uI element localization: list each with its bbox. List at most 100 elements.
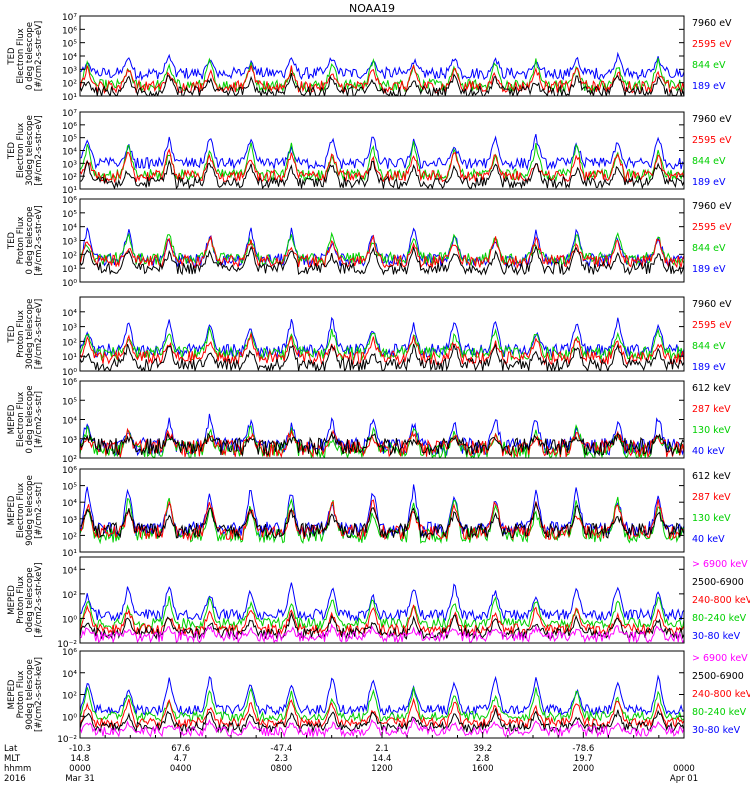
y-tick-label: 10⁶ bbox=[62, 466, 77, 476]
x-tick-label-mlt: 19.7 bbox=[574, 754, 593, 764]
legend-entry: 30-80 keV bbox=[692, 725, 741, 736]
y-axis-label: Proton Flux bbox=[16, 217, 26, 265]
y-tick-label: 10⁴ bbox=[62, 148, 77, 158]
series-2500-6900 bbox=[80, 708, 684, 734]
legend-entry: 189 eV bbox=[692, 177, 726, 188]
y-axis-label: 30deg telescope bbox=[25, 115, 35, 186]
legend-entry: 844 eV bbox=[692, 243, 726, 254]
y-tick-label: 10¹ bbox=[62, 265, 77, 275]
series-2595-ev bbox=[80, 333, 684, 366]
y-axis-label: [#/cm2-s-str-eV] bbox=[34, 205, 44, 275]
y-axis-label: [#/cm2-s-str-eV] bbox=[34, 115, 44, 185]
y-axis-label: Electron Flux bbox=[16, 483, 26, 538]
y-tick-label: 10² bbox=[62, 591, 77, 601]
legend-entry: 7960 eV bbox=[692, 201, 732, 212]
y-tick-label: 10⁴ bbox=[62, 670, 77, 680]
legend-entry: 189 eV bbox=[692, 264, 726, 275]
legend-entry: 612 keV bbox=[692, 383, 731, 394]
series-30-80-kev bbox=[80, 674, 684, 717]
legend-entry: > 6900 keV bbox=[692, 559, 748, 570]
panel-1: 10¹ 10² 10³ 10⁴ 10⁵ 10⁶ 10⁷ TED Electron Flux 0 d… bbox=[7, 13, 732, 103]
legend-entry: 7960 eV bbox=[692, 299, 732, 310]
y-axis-label: 90deg telescope bbox=[25, 659, 35, 730]
y-axis-label: Proton Flux bbox=[16, 671, 26, 719]
y-axis-label: [#/cm2-s-str-eV] bbox=[34, 21, 44, 91]
legend-entry: > 6900 keV bbox=[692, 653, 748, 664]
y-axis-label: TED bbox=[7, 47, 17, 66]
y-axis-label: [#/cm2-s-str-keV] bbox=[34, 563, 44, 638]
y-tick-label: 10⁵ bbox=[62, 483, 77, 493]
legend-entry: 844 eV bbox=[692, 341, 726, 352]
panels-group: 10¹ 10² 10³ 10⁴ 10⁵ 10⁶ 10⁷ TED Electron Flux 0 d… bbox=[7, 13, 750, 745]
x-row-label: hhmm bbox=[4, 764, 31, 774]
panel-6-series bbox=[80, 484, 684, 545]
legend-entry: 80-240 keV bbox=[692, 707, 747, 718]
x-tick-label-lat: -78.6 bbox=[572, 744, 594, 754]
y-axis-label: MEPED bbox=[7, 679, 17, 709]
y-tick-label: 10⁵ bbox=[62, 40, 77, 50]
legend-entry: 2595 eV bbox=[692, 135, 732, 146]
y-axis-label: [#/cm2-s-str] bbox=[34, 482, 44, 539]
panel-frame bbox=[79, 296, 685, 372]
x-row-label: MLT bbox=[4, 754, 21, 764]
y-axis-label: MEPED bbox=[7, 495, 17, 525]
x-tick-label-hhmm: 2000 bbox=[573, 764, 595, 774]
y-axis-label: [#/cm2-s-str-keV] bbox=[34, 657, 44, 732]
y-axis-label: Proton Flux bbox=[16, 576, 26, 624]
series-189-ev bbox=[80, 51, 684, 82]
panel-2: 10¹ 10² 10³ 10⁴ 10⁵ 10⁶ 10⁷ TED Electron Flux 30d… bbox=[7, 109, 732, 196]
y-axis-label: [#/cm2-s-str] bbox=[34, 391, 44, 448]
series-40-kev bbox=[80, 484, 684, 538]
x-tick-label-hhmm: 0000 bbox=[673, 764, 695, 774]
y-tick-label: 10⁴ bbox=[62, 53, 77, 63]
x-tick-label-date: Apr 01 bbox=[670, 774, 698, 784]
legend-entry: 612 keV bbox=[692, 471, 731, 482]
y-tick-label: 10³ bbox=[62, 238, 77, 248]
y-tick-label: 10⁰ bbox=[62, 615, 77, 625]
legend-entry: 844 eV bbox=[692, 156, 726, 167]
x-tick-label-mlt: 14.4 bbox=[373, 754, 392, 764]
panel-8: 10⁻² 10⁰ 10² 10⁴ 10⁶ MEPED Proton Flux 90deg te… bbox=[7, 648, 750, 745]
y-tick-label: 10⁶ bbox=[62, 196, 77, 206]
y-tick-label: 10⁰ bbox=[62, 713, 77, 723]
series-2500-6900 bbox=[80, 611, 684, 641]
y-tick-label: 10⁰ bbox=[62, 368, 77, 378]
y-tick-label: 10³ bbox=[62, 436, 77, 446]
series-2595-ev bbox=[80, 63, 684, 95]
y-tick-label: 10⁴ bbox=[62, 499, 77, 509]
series-7960-ev bbox=[80, 244, 684, 276]
y-axis-label: Electron Flux bbox=[16, 123, 26, 178]
y-axis-label: 0 deg telescope bbox=[25, 22, 35, 90]
x-tick-label-date: Mar 31 bbox=[65, 774, 95, 784]
legend-entry: 2595 eV bbox=[692, 320, 732, 331]
panel-2-series bbox=[80, 133, 684, 189]
legend-entry: 240-800 keV bbox=[692, 689, 750, 700]
series-80-240-kev bbox=[80, 686, 684, 723]
y-tick-label: 10⁵ bbox=[62, 135, 77, 145]
x-tick-label-mlt: 14.8 bbox=[71, 754, 90, 764]
panel-3-series bbox=[80, 227, 684, 276]
panel-7: 10⁻² 10⁰ 10² 10⁴ MEPED Proton Flux 0deg telesc… bbox=[7, 556, 750, 650]
series-612-kev bbox=[80, 501, 684, 540]
x-row-label: 2016 bbox=[4, 774, 26, 784]
x-tick-label-hhmm: 1200 bbox=[371, 764, 393, 774]
chart-title: NOAA19 bbox=[349, 2, 395, 15]
series-7960-ev bbox=[80, 72, 684, 96]
y-axis-label: 0 deg telescope bbox=[25, 207, 35, 275]
x-tick-label-lat: 39.2 bbox=[473, 744, 492, 754]
legend-entry: 7960 eV bbox=[692, 114, 732, 125]
y-tick-label: 10⁶ bbox=[62, 648, 77, 658]
y-tick-label: 10⁵ bbox=[62, 397, 77, 407]
y-tick-label: 10¹ bbox=[62, 186, 77, 196]
y-tick-label: 10⁷ bbox=[62, 13, 77, 23]
y-tick-label: 10⁻² bbox=[57, 640, 77, 650]
panel-frame bbox=[79, 468, 685, 553]
series-2595-ev bbox=[80, 234, 684, 270]
y-tick-label: 10³ bbox=[62, 324, 77, 334]
panel-3: 10⁰ 10¹ 10² 10³ 10⁴ 10⁵ 10⁶ TED Proton Flux 0 deg… bbox=[7, 196, 732, 289]
y-tick-label: 10¹ bbox=[62, 353, 77, 363]
y-axis-label: 30deg telescope bbox=[25, 299, 35, 370]
x-tick-label-mlt: 2.8 bbox=[476, 754, 490, 764]
y-tick-label: 10⁵ bbox=[62, 210, 77, 220]
